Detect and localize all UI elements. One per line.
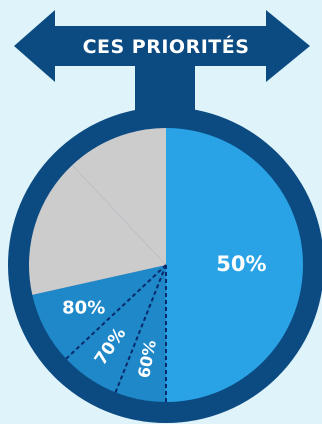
slice-divider-3	[65, 264, 167, 360]
pie-slice-6	[72, 128, 166, 265]
pie-slice-4	[32, 265, 166, 359]
pie-slice-5	[29, 165, 167, 295]
pie-slice-1	[166, 128, 303, 402]
banner-title: CES PRIORITÉS	[83, 35, 250, 58]
slice-label-80-percent: 80%	[62, 298, 105, 319]
banner-arrow	[14, 10, 310, 82]
slice-divider-2	[114, 264, 167, 393]
slice-dividers	[65, 264, 167, 402]
pie-slices	[29, 128, 303, 402]
pie-slice-3	[66, 265, 166, 393]
slice-label-50-percent: 50%	[216, 252, 266, 276]
